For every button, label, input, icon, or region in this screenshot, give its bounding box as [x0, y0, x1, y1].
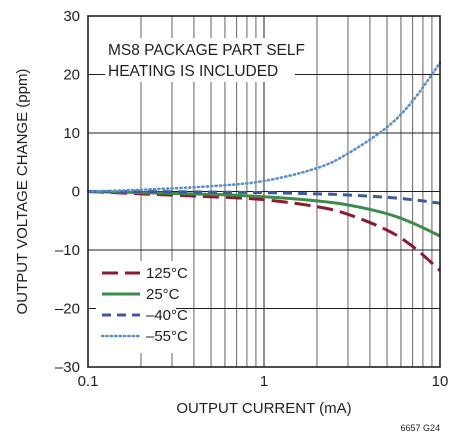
tick-labels: 30 20 10 0 –10 –20 –300.1 1 10: [55, 8, 448, 390]
x-tick-label: 10: [432, 373, 449, 390]
y-axis-title: OUTPUT VOLTAGE CHANGE (ppm): [14, 69, 31, 315]
x-tick-label: 0.1: [78, 373, 99, 390]
legend-label: –40°C: [146, 307, 188, 324]
legend-label: –55°C: [146, 328, 188, 345]
legend-item-125c: 125°C: [102, 265, 188, 282]
legend-box: [96, 261, 176, 353]
legend-item-minus55c: –55°C: [100, 328, 188, 345]
series-125c-line: [87, 190, 441, 272]
plot-frame: [87, 15, 441, 368]
x-axis-title: OUTPUT CURRENT (mA): [176, 400, 351, 417]
legend-item-25c: 25°C: [102, 286, 180, 303]
series-lines: [86, 61, 442, 272]
y-tick-label: 30: [63, 8, 80, 25]
x-tick-label: 1: [260, 373, 268, 390]
y-tick-label: 10: [63, 125, 80, 142]
legend-label: 125°C: [146, 265, 188, 282]
annotation-line-2: HEATING IS INCLUDED: [108, 63, 278, 80]
legend: 125°C 25°C –40°C –55°C: [100, 265, 188, 345]
y-tick-label: 20: [63, 67, 80, 84]
y-tick-label: –30: [55, 359, 80, 376]
series-minus40c-line: [87, 189, 441, 205]
y-tick-label: –10: [55, 242, 80, 259]
legend-label: 25°C: [146, 286, 180, 303]
series-25c-line: [87, 190, 441, 238]
annotation-background: [105, 38, 295, 82]
legend-item-minus40c: –40°C: [102, 307, 188, 324]
series-minus55c-line: [86, 61, 442, 193]
figure-id: 6657 G24: [400, 423, 440, 433]
y-tick-label: 0: [72, 184, 80, 201]
annotation-line-1: MS8 PACKAGE PART SELF: [108, 42, 305, 59]
y-tick-label: –20: [55, 301, 80, 318]
legend-background: [96, 261, 176, 353]
